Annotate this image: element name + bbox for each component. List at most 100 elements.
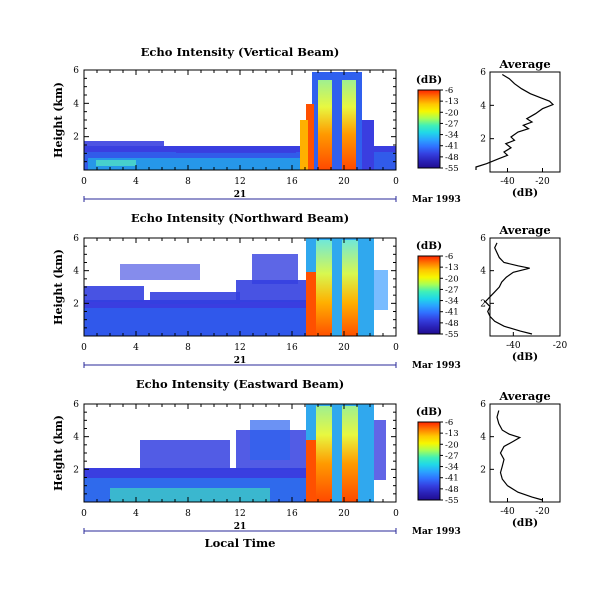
colorbar-tick-label: -13 — [445, 263, 459, 273]
avg-y-tick-label: 4 — [480, 267, 486, 277]
x-axis-label: Local Time — [205, 536, 276, 550]
x-tick-label: 20 — [338, 509, 350, 519]
colorbar-tick-label: -20 — [445, 108, 459, 118]
panel-vertical: Echo Intensity (Vertical Beam) — [83, 45, 397, 171]
panel-title: Echo Intensity (Vertical Beam) — [141, 45, 340, 59]
colorbar-tick-label: -20 — [445, 274, 459, 284]
avg-profile-line — [496, 410, 543, 501]
avg-frame — [489, 237, 561, 337]
avg-y-tick-label: 6 — [480, 68, 486, 78]
avg-profile-line — [475, 73, 555, 170]
colorbar-tick-label: -20 — [445, 440, 459, 450]
x-tick-label: 20 — [338, 177, 350, 187]
avg-y-tick-label: 2 — [480, 135, 486, 145]
panel-northward: Echo Intensity (Northward Beam) — [83, 211, 397, 337]
colorbar-tick-label: -55 — [445, 330, 459, 340]
colorbar-tick-label: -27 — [445, 451, 459, 461]
x-tick-label: 16 — [286, 509, 298, 519]
x-tick-label: 8 — [185, 177, 191, 187]
colorbar-tick-label: -41 — [445, 474, 459, 484]
colorbar-tick-label: -27 — [445, 285, 459, 295]
avg-frame — [489, 403, 561, 503]
colorbar-tick-label: -13 — [445, 97, 459, 107]
y-tick-label: 4 — [73, 267, 79, 277]
x-tick-label: 12 — [234, 343, 245, 353]
colorbar-tick-label: -13 — [445, 429, 459, 439]
avg-y-tick-label: 4 — [480, 433, 486, 443]
x-tick-label: 0 — [393, 343, 399, 353]
heatmap-field — [84, 72, 396, 170]
x-tick-label: 16 — [286, 177, 298, 187]
x-tick-label: 4 — [133, 343, 139, 353]
avg-x-label: (dB) — [512, 517, 538, 529]
y-axis-label: Height (km) — [52, 415, 65, 491]
colorbar — [417, 255, 441, 335]
avg-title: Average — [498, 57, 550, 71]
x-tick-label: 8 — [185, 343, 191, 353]
date-month-year: Mar 1993 — [412, 361, 461, 371]
date-day: 21 — [234, 190, 247, 200]
x-tick-label: 4 — [133, 509, 139, 519]
y-axis-label: Height (km) — [52, 82, 65, 158]
panel-eastward: Echo Intensity (Eastward Beam) — [83, 377, 397, 503]
colorbar-tick-label: -34 — [445, 131, 459, 141]
colorbar-tick-label: -34 — [445, 463, 459, 473]
avg-y-tick-label: 6 — [480, 400, 486, 410]
heatmap-field — [84, 238, 388, 336]
x-tick-label: 4 — [133, 177, 139, 187]
y-tick-label: 2 — [73, 465, 79, 475]
y-tick-label: 2 — [73, 299, 79, 309]
y-tick-label: 2 — [73, 133, 79, 143]
avg-frame — [489, 71, 561, 173]
avg-profile-line — [484, 242, 533, 335]
colorbar-unit: (dB) — [416, 240, 442, 252]
colorbar-tick-label: -34 — [445, 297, 459, 307]
date-month-year: Mar 1993 — [412, 527, 461, 537]
y-tick-label: 6 — [73, 400, 79, 410]
avg-x-label: (dB) — [512, 351, 538, 363]
avg-title: Average — [498, 223, 550, 237]
colorbar-tick-label: -48 — [445, 485, 459, 495]
colorbar-tick-label: -48 — [445, 153, 459, 163]
avg-x-tick-label: -40 — [500, 507, 515, 517]
colorbar-unit: (dB) — [416, 74, 442, 86]
avg-y-tick-label: 2 — [480, 465, 486, 475]
date-month-year: Mar 1993 — [412, 195, 461, 205]
avg-x-tick-label: -20 — [553, 341, 568, 351]
x-tick-label: 0 — [81, 509, 87, 519]
avg-x-tick-label: -20 — [535, 507, 550, 517]
y-tick-label: 6 — [73, 66, 79, 76]
colorbar — [417, 89, 441, 169]
avg-x-tick-label: -20 — [535, 177, 550, 187]
y-tick-label: 4 — [73, 433, 79, 443]
x-tick-label: 8 — [185, 509, 191, 519]
heatmap-field — [84, 404, 386, 502]
x-tick-label: 16 — [286, 343, 298, 353]
x-tick-label: 0 — [393, 509, 399, 519]
y-tick-label: 6 — [73, 234, 79, 244]
panel-title: Echo Intensity (Eastward Beam) — [136, 377, 344, 391]
x-tick-label: 12 — [234, 509, 245, 519]
colorbar-tick-label: -6 — [445, 418, 453, 428]
y-axis-label: Height (km) — [52, 249, 65, 325]
avg-y-tick-label: 2 — [480, 299, 486, 309]
x-tick-label: 0 — [81, 343, 87, 353]
panel-title: Echo Intensity (Northward Beam) — [131, 211, 349, 225]
avg-y-tick-label: 4 — [480, 101, 486, 111]
date-day: 21 — [234, 356, 247, 366]
colorbar-tick-label: -6 — [445, 252, 453, 262]
colorbar — [417, 421, 441, 501]
colorbar-tick-label: -41 — [445, 142, 459, 152]
x-tick-label: 0 — [81, 177, 87, 187]
x-tick-label: 12 — [234, 177, 245, 187]
avg-title: Average — [498, 389, 550, 403]
colorbar-tick-label: -41 — [445, 308, 459, 318]
colorbar-tick-label: -48 — [445, 319, 459, 329]
avg-x-tick-label: -40 — [500, 177, 515, 187]
colorbar-tick-label: -6 — [445, 86, 453, 96]
x-tick-label: 20 — [338, 343, 350, 353]
y-tick-label: 4 — [73, 99, 79, 109]
avg-y-tick-label: 6 — [480, 234, 486, 244]
